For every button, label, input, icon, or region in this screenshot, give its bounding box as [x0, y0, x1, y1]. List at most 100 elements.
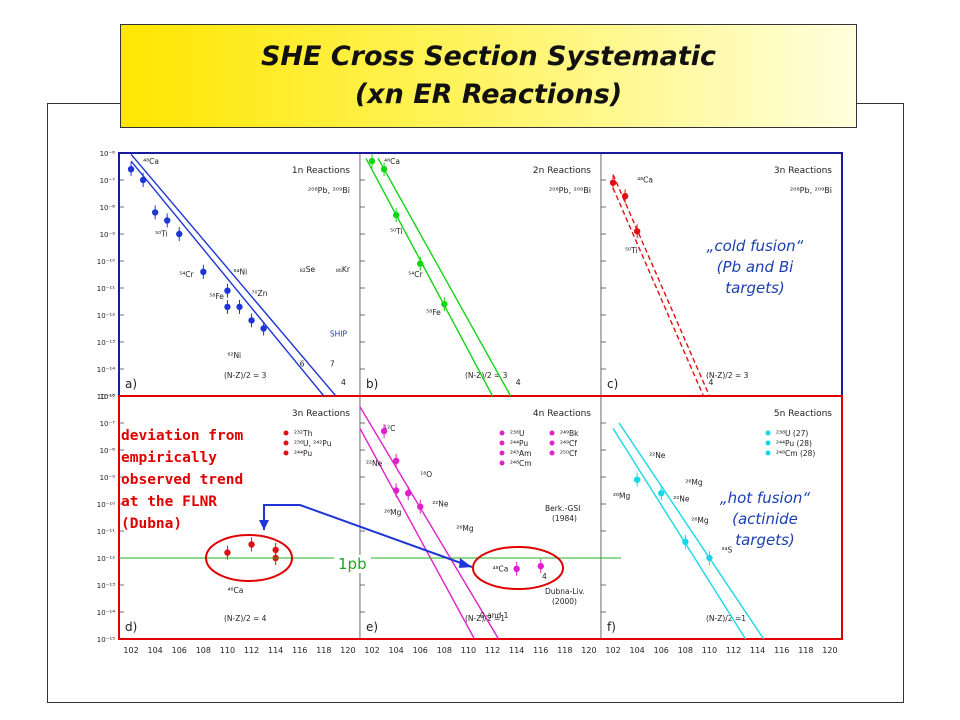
- legend-entry: ²⁴⁸Cm (28): [776, 449, 815, 458]
- deviation-ellipse-e: [472, 546, 564, 590]
- legend-entry: ²⁴⁹Cf: [560, 439, 577, 448]
- page-title: SHE Cross Section Systematic: [260, 41, 717, 72]
- deviation-line: (Dubna): [121, 516, 183, 532]
- x-tick-label: 104: [389, 646, 404, 655]
- panel-e: 4n Reactions e) (N-Z)/2 =1: [359, 395, 602, 640]
- hot-fusion-note: „hot fusion“ (actinide targets): [690, 488, 840, 551]
- data-point: [248, 317, 255, 324]
- nucleus-label: ²⁶Mg: [456, 524, 473, 533]
- data-point: [621, 193, 629, 200]
- trend-line-label: 4: [708, 378, 713, 387]
- x-tick-label: 118: [316, 646, 331, 655]
- data-point: [272, 546, 279, 554]
- legend-entry: ²³⁸U (27): [776, 429, 808, 438]
- panel-title: 5n Reactions: [774, 409, 832, 419]
- y-tick-label: 10⁻⁶: [100, 150, 116, 158]
- deviation-arrow-head: [459, 558, 472, 568]
- panel-letter: a): [125, 377, 137, 391]
- nucleus-label: ⁶²Ni: [227, 351, 241, 360]
- hot-fusion-frame: [118, 395, 843, 640]
- legend-marker: [499, 450, 505, 456]
- panel-background: [359, 152, 602, 397]
- panel-letter: d): [125, 620, 137, 634]
- nucleus-label: SHIP: [330, 330, 348, 339]
- x-tick-label: 106: [654, 646, 669, 655]
- trend-line: [612, 174, 711, 397]
- x-tick-label: 102: [123, 646, 138, 655]
- x-tick-label: 114: [750, 646, 765, 655]
- extra-label: (2000): [552, 597, 577, 606]
- panel-letter: e): [366, 620, 378, 634]
- legend-entry: ²⁴³Am: [510, 449, 531, 458]
- panel-nz-label: (N-Z)/2 = 3: [706, 371, 749, 380]
- legend-entry: ²⁴⁴Pu: [510, 439, 528, 448]
- legend-marker: [549, 450, 555, 456]
- trend-line: [377, 158, 512, 397]
- nucleus-label: ⁵⁰Ti: [155, 230, 167, 239]
- legend-marker: [283, 430, 289, 436]
- nucleus-label: ⁴⁸Ca: [493, 565, 509, 574]
- hot-fusion-line: (actinide: [732, 510, 798, 528]
- x-tick-label: 116: [533, 646, 548, 655]
- data-point: [392, 457, 400, 464]
- panel-letter: c): [607, 377, 618, 391]
- data-point: [368, 157, 376, 165]
- y-tick-label: 10⁻¹²: [97, 555, 115, 563]
- data-point: [248, 541, 255, 548]
- data-point: [176, 230, 183, 238]
- nucleus-label: ⁵⁴Cr: [408, 270, 423, 279]
- nucleus-label: ⁷⁰Zn: [252, 289, 268, 298]
- y-tick-label: 10⁻¹⁵: [97, 393, 115, 401]
- x-tick-label: 114: [509, 646, 524, 655]
- legend-entry: ²⁰⁸Pb, ²⁰⁹Bi: [790, 186, 832, 195]
- x-tick-label: 108: [196, 646, 211, 655]
- data-point: [706, 554, 713, 562]
- panel-title: 3n Reactions: [292, 409, 350, 419]
- panel-letter: b): [366, 377, 378, 391]
- nucleus-label: ²⁶Mg: [384, 508, 401, 517]
- x-tick-label: 104: [630, 646, 645, 655]
- nucleus-label: ²²Ne: [673, 494, 690, 503]
- x-tick-label: 102: [605, 646, 620, 655]
- deviation-arrow: [263, 504, 473, 568]
- y-tick-label: 10⁻¹⁰: [97, 258, 115, 266]
- data-point: [417, 503, 424, 510]
- data-point: [682, 538, 689, 545]
- panel-d: 3n Reactions d) (N-Z)/2 = 4: [118, 395, 361, 640]
- data-point: [537, 562, 544, 570]
- title-box: SHE Cross Section Systematic (xn ER Reac…: [120, 24, 857, 128]
- nucleus-label: ⁵⁰Ti: [625, 246, 637, 255]
- nucleus-label: ⁵⁰Ti: [390, 227, 402, 236]
- deviation-ellipse-d: [205, 534, 293, 582]
- x-tick-label: 112: [726, 646, 741, 655]
- x-tick-label: 118: [798, 646, 813, 655]
- legend-entry: ²⁴⁸Cm: [510, 459, 532, 468]
- hot-fusion-line: „hot fusion“: [719, 489, 811, 507]
- x-tick-label: 112: [244, 646, 259, 655]
- panel-background: [600, 152, 843, 397]
- legend-entry: ²³⁸U, ²⁴²Pu: [294, 439, 332, 448]
- legend-entry: ²⁰⁸Pb, ²⁰⁹Bi: [308, 186, 350, 195]
- data-point: [224, 303, 231, 311]
- data-point: [392, 487, 400, 494]
- extra-label: Dubna-Liv.: [545, 587, 585, 596]
- y-tick-label: 10⁻¹⁵: [97, 636, 115, 644]
- nucleus-label: ¹²C: [384, 424, 395, 433]
- cold-fusion-line: (Pb and Bi: [716, 258, 794, 276]
- data-point: [236, 303, 243, 311]
- nucleus-label: ²²Ne: [366, 459, 383, 468]
- data-point: [139, 176, 147, 184]
- panel-nz-label: (N-Z)/2 =1: [706, 614, 746, 623]
- nucleus-label: ⁵⁸Fe: [426, 308, 441, 317]
- legend-marker: [499, 430, 505, 436]
- deviation-note: deviation from empirically observed tren…: [121, 425, 271, 535]
- legend-marker: [499, 460, 505, 466]
- x-tick-label: 114: [268, 646, 283, 655]
- data-point: [164, 217, 171, 224]
- nucleus-label: ²⁶Mg: [685, 478, 702, 487]
- nucleus-label: ⁶⁴Ni: [233, 268, 247, 277]
- y-tick-label: 10⁻¹⁴: [97, 366, 115, 374]
- trend-line: [130, 153, 337, 397]
- nucleus-label: ³⁴S: [722, 546, 733, 555]
- trend-line: [359, 406, 500, 640]
